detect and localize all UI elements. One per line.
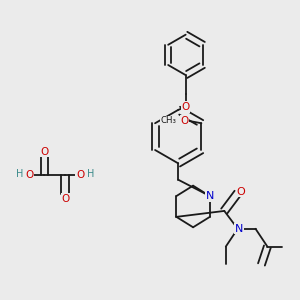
Text: CH₃: CH₃ <box>161 116 177 125</box>
Text: O: O <box>236 187 245 196</box>
Text: O: O <box>76 170 84 180</box>
Text: O: O <box>182 102 190 112</box>
Text: H: H <box>16 169 23 179</box>
Text: N: N <box>235 224 243 234</box>
Text: O: O <box>26 170 34 180</box>
Text: N: N <box>206 191 214 201</box>
Text: O: O <box>40 147 49 157</box>
Text: O: O <box>61 194 69 204</box>
Text: O: O <box>180 116 189 126</box>
Text: H: H <box>87 169 94 179</box>
